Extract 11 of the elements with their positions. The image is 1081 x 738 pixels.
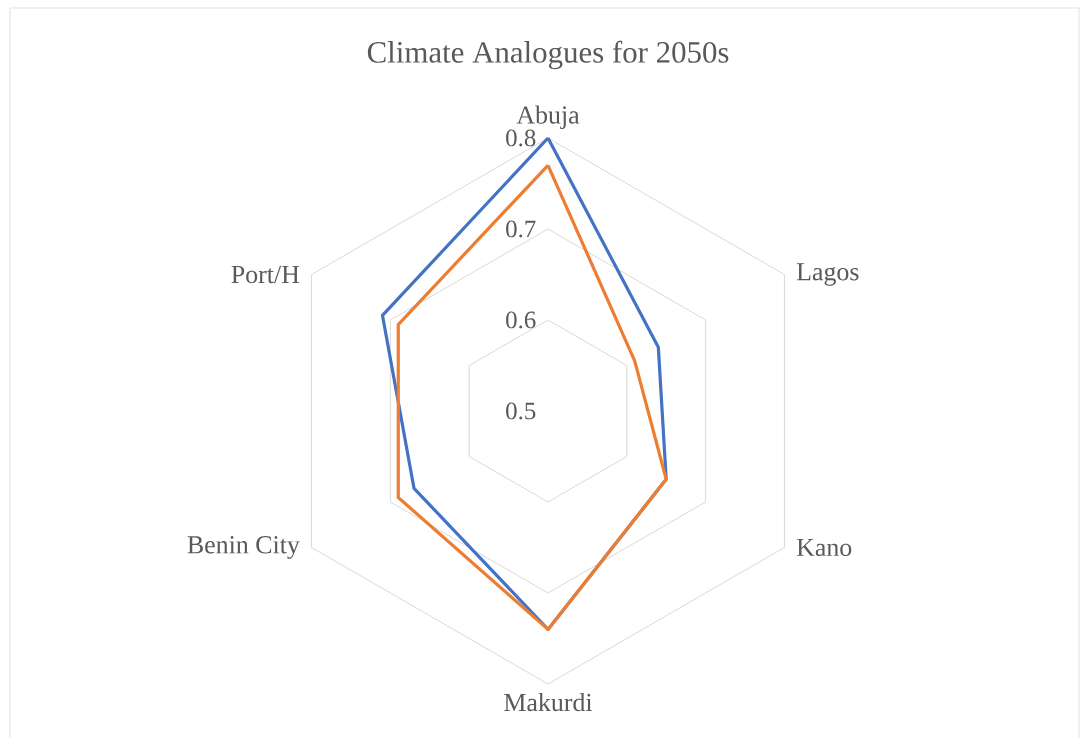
chart-title: Climate Analogues for 2050s: [367, 40, 729, 70]
spoke-label: Benin City: [187, 536, 300, 559]
y-tick-label: 0.7: [506, 220, 536, 238]
spoke-label: Port/H: [231, 265, 300, 284]
spoke-label: Makurdi: [504, 692, 593, 712]
spoke-label: Lagos: [796, 263, 859, 286]
y-tick-label: 0.6: [506, 311, 536, 329]
y-tick-label: 0.5: [506, 402, 536, 420]
spoke-label: Abuja: [516, 105, 580, 130]
spoke-label: Kano: [796, 538, 852, 557]
y-tick-label: 0.8: [506, 129, 536, 147]
